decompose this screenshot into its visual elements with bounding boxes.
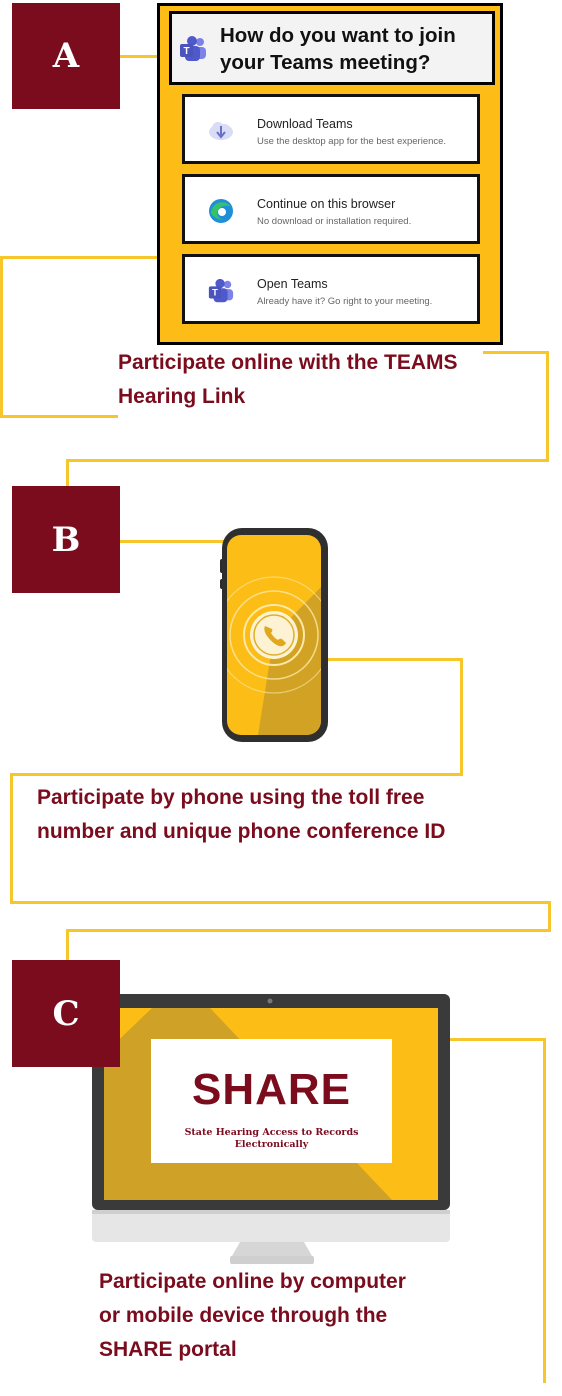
continue-browser-option[interactable]: Continue on this browser No download or … bbox=[182, 174, 480, 244]
caption-a: Participate online with the TEAMS Hearin… bbox=[118, 346, 458, 414]
caption-b-line2: number and unique phone conference ID bbox=[37, 820, 446, 843]
download-cloud-icon bbox=[207, 117, 235, 145]
dialog-heading: How do you want to join your Teams meeti… bbox=[220, 24, 456, 74]
caption-a-line2: Hearing Link bbox=[118, 385, 246, 408]
badge-a: A bbox=[12, 3, 120, 109]
badge-b: B bbox=[12, 486, 120, 593]
caption-c-line3: SHARE portal bbox=[99, 1338, 237, 1361]
option-title: Continue on this browser bbox=[257, 197, 396, 211]
caption-c: Participate online by computer or mobile… bbox=[99, 1265, 406, 1367]
phone-illustration bbox=[218, 527, 330, 743]
dialog-header: T How do you want to join your Teams mee… bbox=[169, 11, 495, 85]
option-subtitle: Already have it? Go right to your meetin… bbox=[257, 296, 433, 307]
share-logo-card: SHARE State Hearing Access to Records El… bbox=[151, 1039, 392, 1163]
caption-b-line1: Participate by phone using the toll free bbox=[37, 786, 425, 809]
option-subtitle: No download or installation required. bbox=[257, 216, 412, 227]
open-teams-option[interactable]: T Open Teams Already have it? Go right t… bbox=[182, 254, 480, 324]
edge-browser-icon bbox=[207, 197, 235, 225]
caption-c-line2: or mobile device through the bbox=[99, 1304, 388, 1327]
option-title: Open Teams bbox=[257, 277, 328, 291]
download-teams-option[interactable]: Download Teams Use the desktop app for t… bbox=[182, 94, 480, 164]
svg-text:T: T bbox=[183, 46, 189, 57]
option-title: Download Teams bbox=[257, 117, 353, 131]
svg-text:T: T bbox=[212, 288, 218, 298]
option-subtitle: Use the desktop app for the best experie… bbox=[257, 136, 447, 147]
share-tagline-line1: State Hearing Access to Records bbox=[184, 1127, 359, 1138]
share-logo: SHARE bbox=[191, 1065, 352, 1114]
teams-icon: T bbox=[178, 34, 208, 64]
caption-a-line1: Participate online with the TEAMS bbox=[118, 351, 458, 374]
teams-icon: T bbox=[207, 277, 235, 305]
share-tagline-line2: Electronically bbox=[234, 1139, 309, 1150]
badge-c: C bbox=[12, 960, 120, 1067]
caption-c-line1: Participate online by computer bbox=[99, 1270, 406, 1293]
caption-b: Participate by phone using the toll free… bbox=[37, 781, 445, 849]
